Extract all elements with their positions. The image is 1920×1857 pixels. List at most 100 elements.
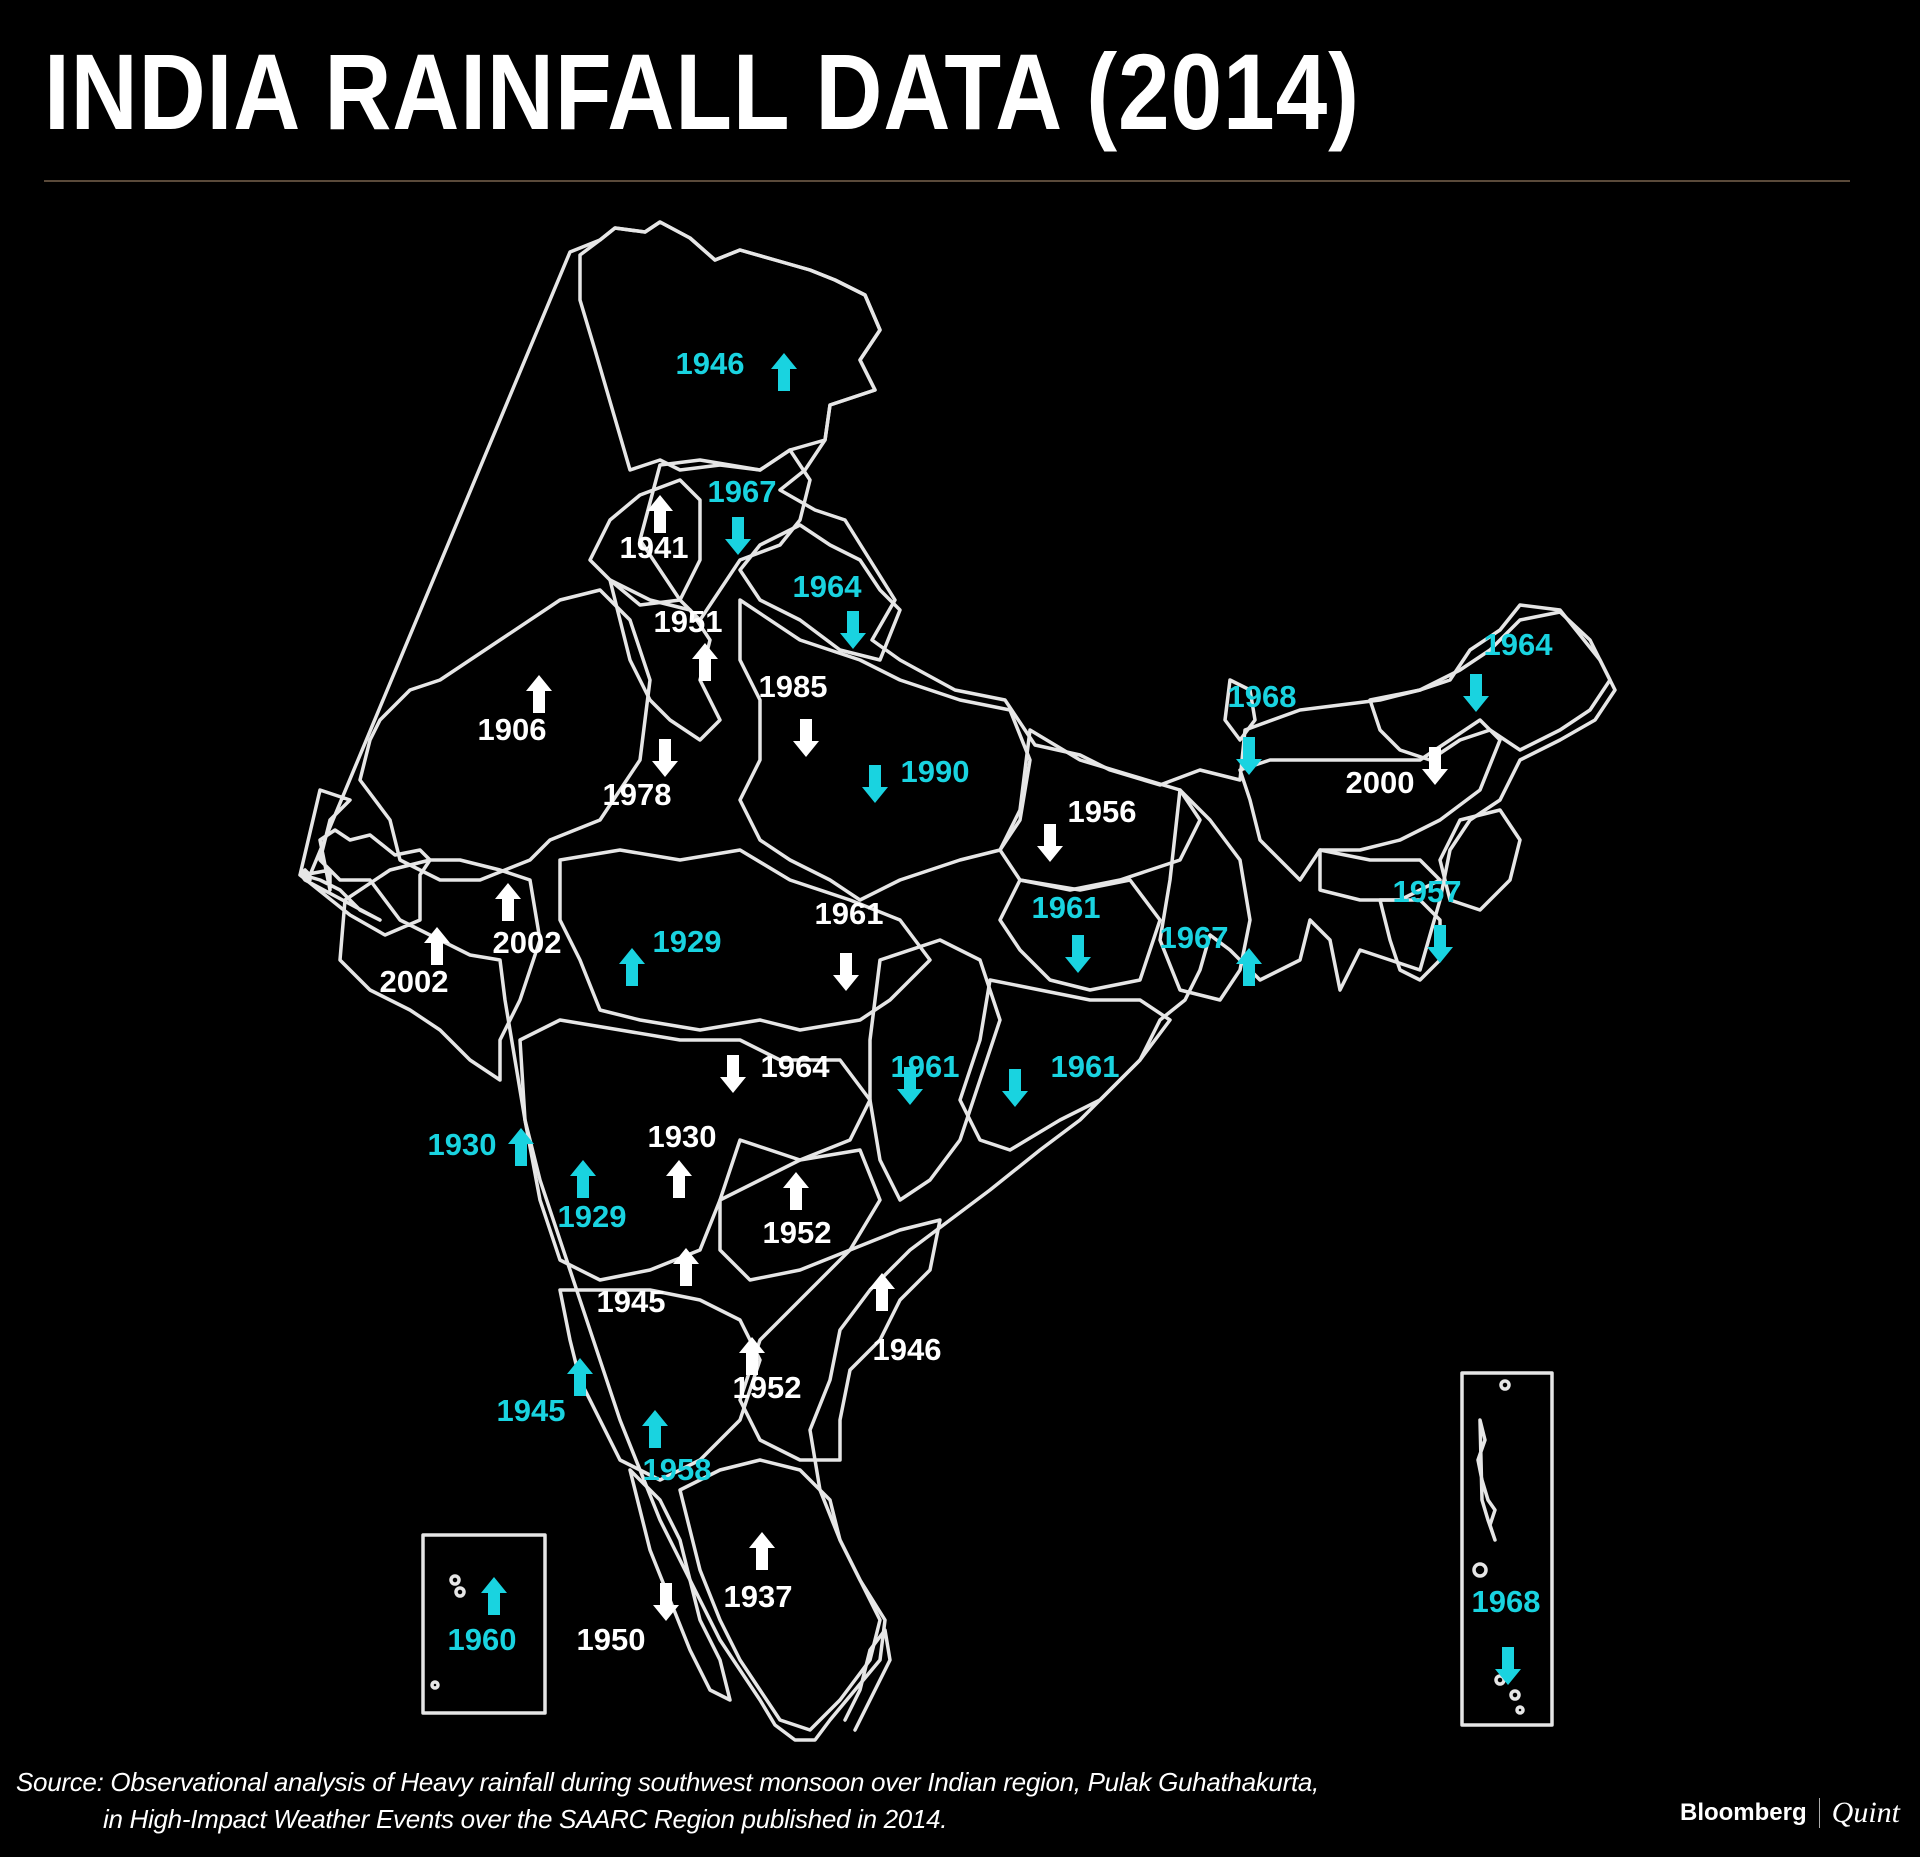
region-year-label: 1967: [1160, 920, 1229, 955]
region-year-label: 1968: [1472, 1584, 1541, 1619]
region-year-label: 1906: [478, 712, 547, 747]
sri-lanka-fragment: [843, 1628, 892, 1732]
arrow-up-icon: [692, 643, 718, 681]
arrow-up-icon: [481, 1577, 507, 1615]
arrow-down-icon: [862, 765, 888, 803]
region-year-label: 1951: [654, 604, 723, 639]
arrow-up-icon: [1236, 948, 1262, 986]
arrow-down-icon: [1427, 925, 1453, 963]
region-year-label: 1946: [676, 346, 745, 381]
region-year-label: 1967: [708, 474, 777, 509]
region-year-label: 1961: [1051, 1049, 1120, 1084]
arrow-up-icon: [771, 353, 797, 391]
lakshadweep-inset: [421, 1533, 547, 1715]
brand-logo: Bloomberg Quint: [1680, 1796, 1900, 1830]
andaman-inset: [1460, 1371, 1554, 1727]
region-jk: [578, 220, 882, 472]
arrow-down-icon: [1037, 824, 1063, 862]
arrow-up-icon: [783, 1172, 809, 1210]
region-year-label: 1952: [763, 1215, 832, 1250]
arrow-down-icon: [1002, 1069, 1028, 1107]
source-line-1: Source: Observational analysis of Heavy …: [16, 1767, 1319, 1797]
region-uttarakhand: [738, 523, 902, 662]
region-year-label: 1978: [603, 777, 672, 812]
region-year-label: 1929: [558, 1199, 627, 1234]
arrow-up-icon: [673, 1248, 699, 1286]
source-line-2: in High-Impact Weather Events over the S…: [103, 1804, 948, 1834]
region-assam: [1238, 718, 1502, 882]
region-jharkhand: [998, 878, 1162, 992]
region-year-label: 1964: [1484, 627, 1554, 662]
arrow-up-icon: [869, 1273, 895, 1311]
arrow-down-icon: [653, 1583, 679, 1621]
region-year-label: 1945: [497, 1393, 566, 1428]
arrow-up-icon: [508, 1128, 534, 1166]
region-year-label: 2002: [380, 964, 449, 999]
arrow-down-icon: [720, 1055, 746, 1093]
region-year-label: 1958: [643, 1452, 712, 1487]
brand-separator: [1818, 1798, 1820, 1828]
arrow-down-icon: [1495, 1647, 1521, 1685]
region-year-label: 1952: [733, 1370, 802, 1405]
arrow-up-icon: [642, 1410, 668, 1448]
arrow-down-icon: [793, 719, 819, 757]
region-year-label: 1968: [1228, 679, 1297, 714]
region-year-label: 1964: [761, 1049, 831, 1084]
region-rajasthan: [358, 588, 652, 882]
arrow-up-icon: [739, 1337, 765, 1375]
arrow-down-icon: [840, 611, 866, 649]
region-year-label: 1930: [428, 1127, 497, 1162]
region-up: [738, 598, 1032, 902]
arrow-up-icon: [666, 1160, 692, 1198]
region-year-label: 1961: [891, 1049, 960, 1084]
region-year-label: 1957: [1393, 874, 1462, 909]
region-year-label: 1945: [597, 1284, 666, 1319]
arrow-up-icon: [424, 927, 450, 965]
arrow-down-icon: [1422, 747, 1448, 785]
title-divider: [44, 180, 1850, 182]
region-bihar: [998, 728, 1202, 892]
andaman-islands: [1476, 1418, 1497, 1542]
region-year-label: 2000: [1346, 765, 1415, 800]
arrow-up-icon: [647, 495, 673, 533]
arrow-down-icon: [833, 953, 859, 991]
region-year-label: 1964: [793, 569, 863, 604]
arrow-up-icon: [495, 883, 521, 921]
arrow-up-icon: [570, 1160, 596, 1198]
region-year-label: 1930: [648, 1119, 717, 1154]
source-note: Source: Observational analysis of Heavy …: [16, 1764, 1319, 1838]
arrow-up-icon: [749, 1532, 775, 1570]
region-year-label: 1950: [577, 1622, 646, 1657]
region-year-label: 1946: [873, 1332, 942, 1367]
arrow-down-icon: [652, 739, 678, 777]
arrow-up-icon: [526, 675, 552, 713]
region-chhattisgarh: [868, 938, 1002, 1202]
region-wb: [1158, 788, 1252, 1002]
region-kerala: [628, 1468, 732, 1702]
region-year-label: 1961: [815, 896, 884, 931]
india-outline: [298, 220, 1617, 1742]
region-year-label: 1960: [448, 1622, 517, 1657]
region-odisha: [958, 978, 1172, 1152]
region-year-label: 1990: [901, 754, 970, 789]
region-meghalaya: [1318, 848, 1442, 902]
arrow-up-icon: [567, 1358, 593, 1396]
arrow-down-icon: [1463, 674, 1489, 712]
region-year-label: 1929: [653, 924, 722, 959]
region-year-label: 1941: [620, 530, 689, 565]
region-nagaland-manipur: [1438, 808, 1522, 912]
arrow-down-icon: [725, 517, 751, 555]
arrow-down-icon: [1236, 737, 1262, 775]
region-year-label: 1961: [1032, 890, 1101, 925]
brand-name: Bloomberg: [1679, 1799, 1807, 1826]
arrow-down-icon: [897, 1067, 923, 1105]
region-year-label: 2002: [493, 925, 562, 960]
region-year-label: 1985: [759, 669, 828, 704]
region-gujarat: [338, 858, 542, 1082]
arrow-up-icon: [619, 948, 645, 986]
region-arunachal: [1368, 610, 1612, 762]
region-year-label: 1937: [724, 1579, 793, 1614]
region-sikkim: [1223, 678, 1257, 742]
region-year-label: 1956: [1068, 794, 1137, 829]
